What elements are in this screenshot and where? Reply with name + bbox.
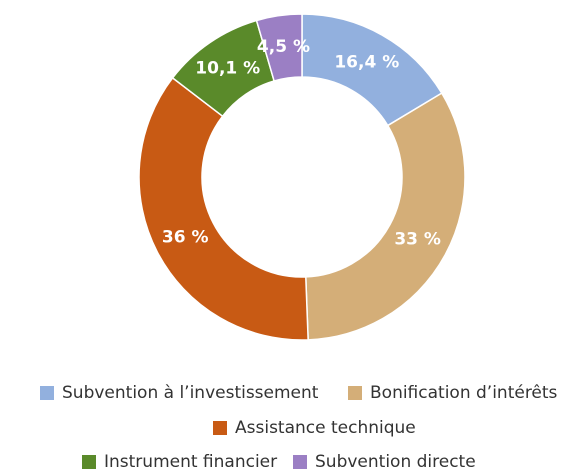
legend-label: Assistance technique — [235, 418, 416, 438]
legend-label: Subvention à l’investissement — [62, 383, 319, 403]
legend-swatch — [213, 421, 227, 435]
value-label: 4,5 % — [257, 37, 310, 57]
legend-swatch — [82, 455, 96, 469]
value-label: 10,1 % — [195, 58, 260, 78]
legend-swatch — [40, 386, 54, 400]
legend-swatch — [348, 386, 362, 400]
legend-label: Subvention directe — [315, 452, 476, 472]
value-label: 33 % — [394, 230, 441, 250]
donut-slice — [255, 13, 303, 82]
legend-label: Instrument financier — [104, 452, 277, 472]
legend-swatch — [293, 455, 307, 469]
donut-slice — [138, 76, 309, 341]
donut-slice — [304, 92, 466, 341]
value-label: 16,4 % — [334, 53, 399, 73]
value-label: 36 % — [162, 227, 209, 247]
legend-label: Bonification d’intérêts — [370, 383, 558, 403]
